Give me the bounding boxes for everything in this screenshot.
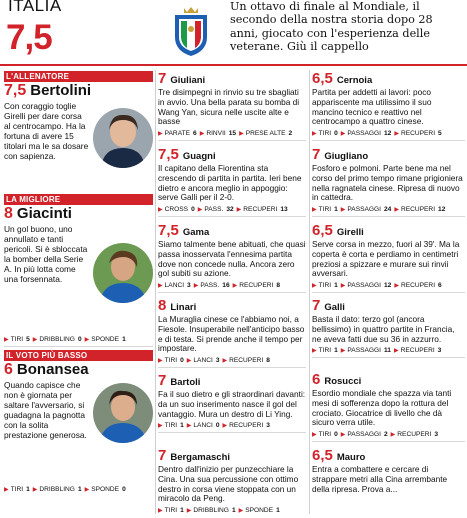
player-text: Fosforo e polmoni. Parte bene ma nel cor… — [312, 163, 463, 203]
italy-crest-icon — [175, 7, 207, 56]
player-text: Un gol buono, uno annullato e tanti peri… — [4, 224, 88, 284]
player-stats: ▶ TIRI 0 ▶ LANCI 3 ▶ RECUPERI 8 — [158, 357, 306, 369]
player-name: Girelli — [336, 227, 364, 238]
player-card-mauro: 6,5 Mauro Entra a combattere e cercare d… — [312, 447, 465, 507]
player-text: Siamo talmente bene abituati, che quasi … — [158, 239, 306, 279]
player-name: Bonansea — [16, 361, 89, 378]
player-card-gama: 7,5 Gama Siamo talmente bene abituati, c… — [158, 222, 306, 297]
player-card-giuliani: 7 Giuliani Tre disimpegni in rinvio su t… — [158, 70, 306, 146]
player-name: Bertolini — [30, 82, 92, 99]
player-grade: 7 — [312, 297, 321, 314]
player-name: Bartoli — [170, 377, 201, 388]
player-card-bartoli: 7 Bartoli Fa il suo dietro e gli straord… — [158, 372, 306, 447]
player-grade: 6,5 — [312, 222, 333, 239]
player-card-bonansea: 6 Bonansea Quando capisce che non è gior… — [4, 361, 153, 501]
team-name: ITALIA — [8, 0, 62, 15]
player-stats: ▶ TIRI 0 ▶ PASSAGGI 12 ▶ RECUPERI 5 — [312, 130, 465, 142]
column-left: L'ALLENATORE 7,5 Bertolini Con coraggio … — [4, 66, 153, 501]
player-name: Giuliani — [170, 75, 206, 86]
player-photo — [93, 383, 153, 443]
player-text: Quando capisce che non è giornata per sa… — [4, 380, 87, 440]
player-name: Giugliano — [324, 151, 369, 162]
header-divider — [0, 64, 467, 66]
player-stats: ▶ TIRI 1 ▶ DRIBBLING 1 ▶ SPONDE 0 — [4, 486, 126, 493]
player-name: Gama — [182, 227, 210, 238]
column-right: 6,5 Cernoia Partita per addetti ai lavor… — [312, 66, 465, 507]
player-grade: 8 — [4, 205, 13, 222]
player-stats: ▶ TIRI 5 ▶ DRIBBLING 0 ▶ SPONDE 1 — [4, 336, 153, 347]
player-stats: ▶ LANCI 3 ▶ PASS. 16 ▶ RECUPERI 8 — [158, 282, 306, 294]
player-card-giacinti: 8 Giacinti Un gol buono, uno annullato e… — [4, 205, 153, 350]
section-worst: IL VOTO PIÙ BASSO — [4, 350, 153, 361]
player-text: Con coraggio toglie Girelli per dare cor… — [4, 101, 89, 161]
player-photo — [93, 243, 153, 303]
player-name: Galli — [324, 302, 345, 313]
player-card-bertolini: 7,5 Bertolini Con coraggio toglie Girell… — [4, 82, 153, 194]
player-card-giugliano: 7 Giugliano Fosforo e polmoni. Parte ben… — [312, 146, 465, 222]
team-score: 7,5 — [6, 18, 53, 57]
player-stats: ▶ TIRI 0 ▶ PASSAGGI 2 ▶ RECUPERI 3 — [312, 431, 465, 443]
player-name: Giacinti — [16, 205, 72, 222]
player-grade: 7 — [158, 372, 167, 389]
player-grade: 7,5 — [4, 82, 27, 99]
player-card-bergamaschi: 7 Bergamaschi Dentro dall'inizio per pun… — [158, 447, 306, 517]
player-name: Rosucci — [324, 376, 362, 387]
player-card-guagni: 7,5 Guagni Il capitano della Fiorentina … — [158, 146, 306, 222]
player-grade: 6,5 — [312, 447, 333, 464]
player-grade: 7 — [158, 447, 167, 464]
player-text: Dentro dall'inizio per punzecchiare la C… — [158, 464, 299, 504]
column-divider — [155, 70, 156, 514]
player-stats: ▶ TIRI 1 ▶ LANCI 0 ▶ RECUPERI 3 — [158, 422, 306, 434]
player-grade: 6 — [312, 371, 321, 388]
player-text: Esordio mondiale che spazza via tanti me… — [312, 388, 452, 428]
player-grade: 7,5 — [158, 222, 179, 239]
player-card-galli: 7 Galli Basta il dato: terzo gol (ancora… — [312, 297, 465, 371]
player-stats: ▶ TIRI 1 ▶ DRIBBLING 1 ▶ SPONDE 1 — [158, 507, 280, 515]
player-card-rosucci: 6 Rosucci Esordio mondiale che spazza vi… — [312, 371, 465, 447]
coach-photo — [93, 108, 153, 168]
player-text: Basta il dato: terzo gol (ancora belliss… — [312, 314, 455, 344]
player-text: Fa il suo dietro e gli straordinari dava… — [158, 389, 306, 419]
player-stats: ▶ TIRI 1 ▶ PASSAGGI 24 ▶ RECUPERI 12 — [312, 206, 465, 218]
player-text: Serve corsa in mezzo, fuori al 39'. Ma l… — [312, 239, 460, 279]
player-name: Cernoia — [336, 75, 373, 86]
player-card-linari: 8 Linari La Muraglia cinese ce l'abbiamo… — [158, 297, 306, 372]
player-grade: 6 — [4, 361, 13, 378]
player-name: Linari — [170, 302, 197, 313]
player-stats: ▶ TIRI 1 ▶ PASSAGGI 11 ▶ RECUPERI 3 — [312, 347, 465, 359]
header-summary: Un ottavo di finale al Mondiale, il seco… — [230, 0, 433, 53]
player-text: La Muraglia cinese ce l'abbiamo noi, a F… — [158, 314, 305, 354]
player-card-girelli: 6,5 Girelli Serve corsa in mezzo, fuori … — [312, 222, 465, 297]
player-stats: ▶ TIRI 1 ▶ PASSAGGI 12 ▶ RECUPERI 6 — [312, 282, 465, 294]
player-grade: 7 — [312, 146, 321, 163]
player-grade: 6,5 — [312, 70, 333, 87]
player-name: Guagni — [182, 151, 216, 162]
player-grade: 7,5 — [158, 146, 179, 163]
column-divider — [309, 70, 310, 514]
player-text: Entra a combattere e cercare di strappar… — [312, 464, 448, 494]
player-name: Bergamaschi — [170, 452, 231, 463]
player-stats: ▶ PARATE 6 ▶ RINVII 15 ▶ PRESE ALTE 2 — [158, 130, 306, 142]
player-text: Partita per addetti ai lavori: poco appa… — [312, 87, 432, 127]
player-card-cernoia: 6,5 Cernoia Partita per addetti ai lavor… — [312, 70, 465, 146]
column-middle: 7 Giuliani Tre disimpegni in rinvio su t… — [158, 66, 306, 517]
player-name: Mauro — [336, 452, 366, 463]
player-text: Il capitano della Fiorentina sta crescen… — [158, 163, 302, 203]
page-header: ITALIA 7,5 Un ottavo di finale al Mondia… — [0, 0, 467, 66]
section-best: LA MIGLIORE — [4, 194, 153, 205]
player-text: Tre disimpegni in rinvio su tre sbagliat… — [158, 87, 300, 127]
player-grade: 8 — [158, 297, 167, 314]
player-stats: ▶ CROSS 0 ▶ PASS. 32 ▶ RECUPERI 13 — [158, 206, 306, 218]
section-coach: L'ALLENATORE — [4, 71, 153, 82]
player-grade: 7 — [158, 70, 167, 87]
